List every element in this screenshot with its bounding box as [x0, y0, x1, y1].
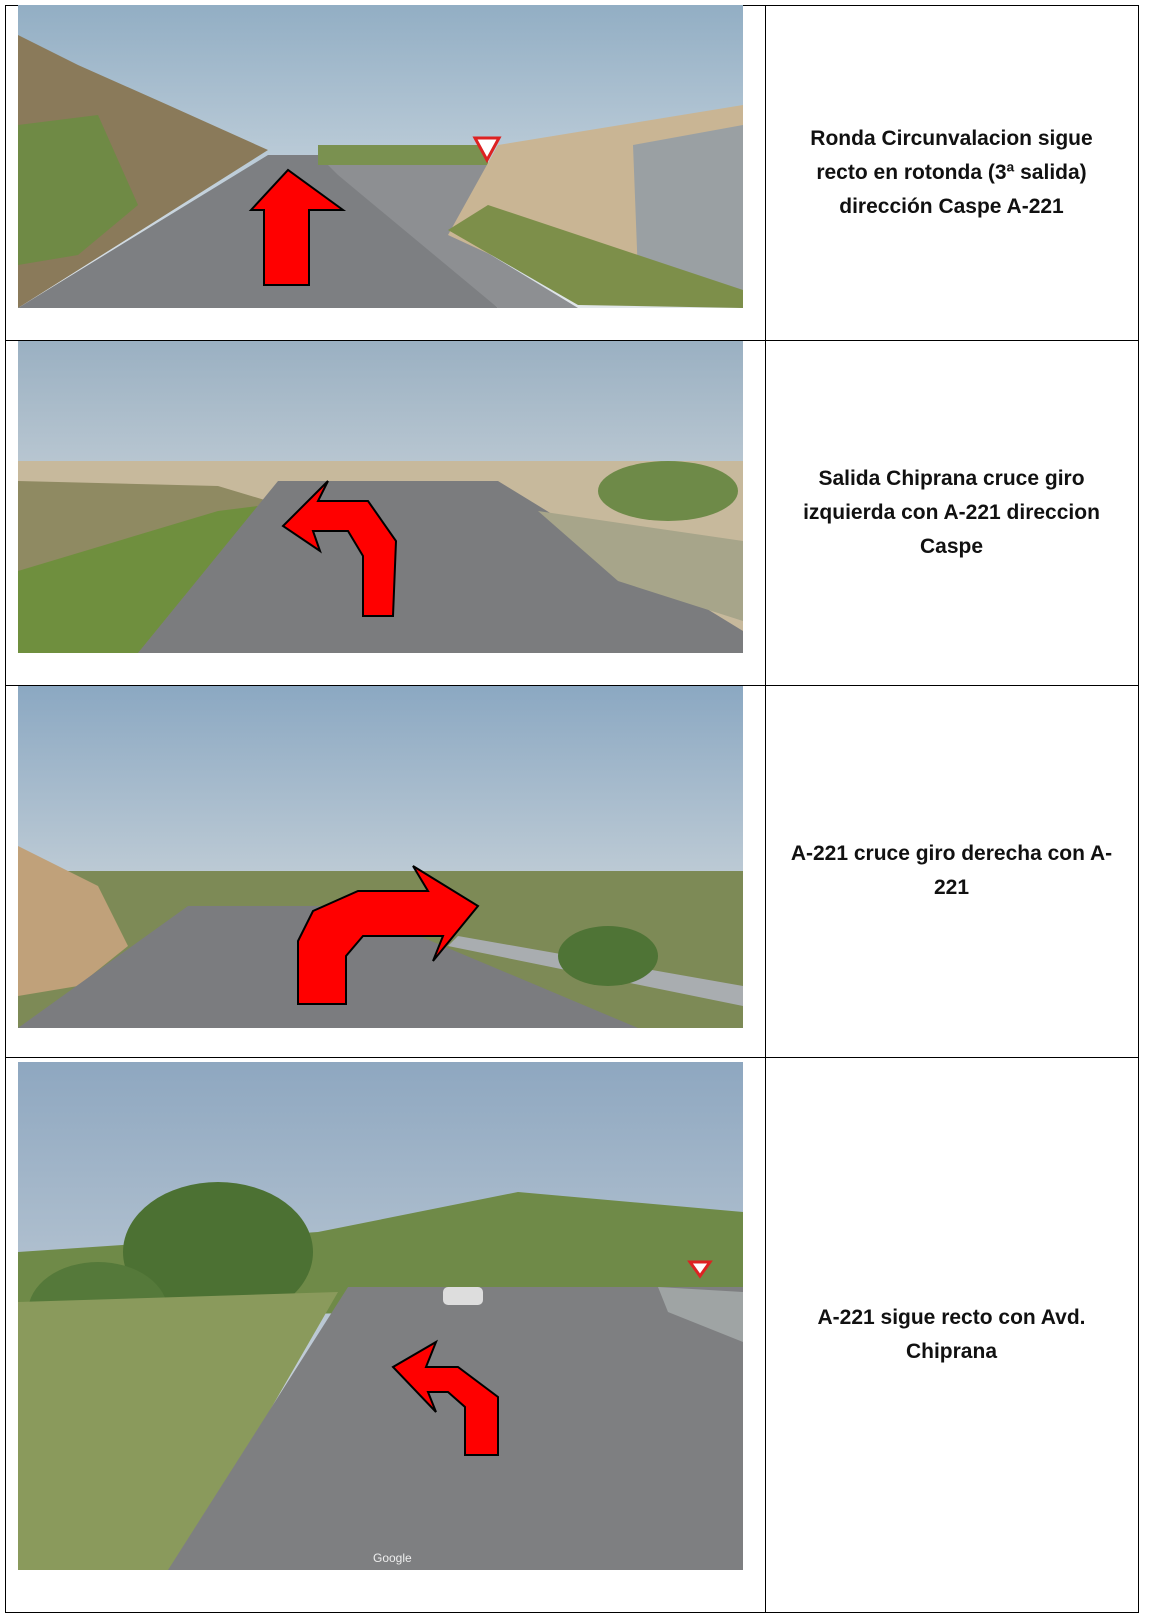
cell-text: Ronda Circunvalacion sigue recto en roto…: [765, 5, 1138, 340]
description: A-221 cruce giro derecha con A-221: [787, 837, 1117, 905]
photo: [18, 5, 743, 308]
description: Ronda Circunvalacion sigue recto en roto…: [787, 122, 1117, 224]
cell-text: A-221 cruce giro derecha con A-221: [765, 685, 1138, 1057]
photo: [18, 341, 743, 653]
description: A-221 sigue recto con Avd. Chiprana: [787, 1301, 1117, 1369]
cell-text: Salida Chiprana cruce giro izquierda con…: [765, 340, 1138, 685]
photo: [18, 686, 743, 1028]
description: Salida Chiprana cruce giro izquierda con…: [787, 462, 1117, 564]
page: Ronda Circunvalacion sigue recto en roto…: [0, 0, 1166, 1616]
cell-text: A-221 sigue recto con Avd. Chiprana: [765, 1057, 1138, 1612]
photo: Google: [18, 1062, 743, 1570]
watermark: Google: [373, 1551, 412, 1565]
